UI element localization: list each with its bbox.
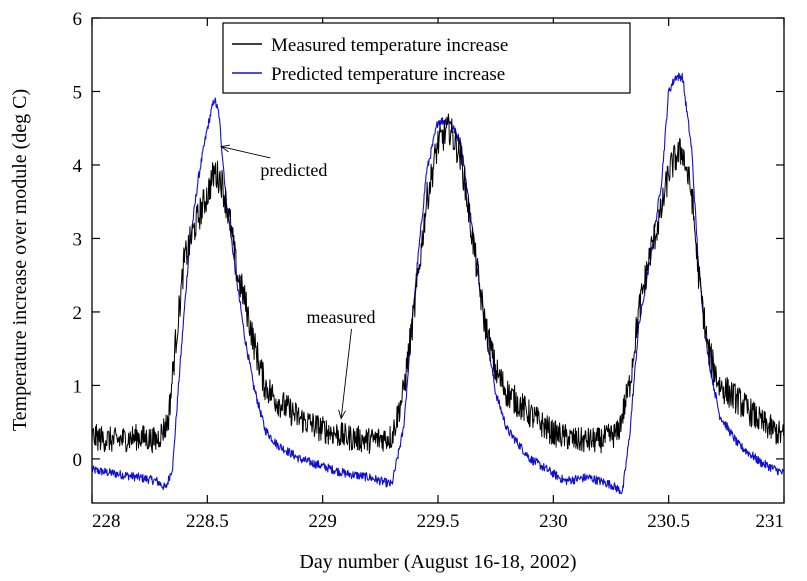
x-tick-label: 231 (756, 511, 785, 532)
annotation-predicted: predicted (260, 160, 327, 180)
annotation-arrow-predicted (221, 146, 271, 159)
legend-label-measured: Measured temperature increase (271, 35, 508, 56)
annotation-arrowhead-predicted (220, 144, 231, 153)
y-tick-label: 3 (73, 229, 83, 250)
y-tick-label: 1 (73, 376, 83, 397)
annotations: predicted measured (220, 144, 376, 420)
legend-box (222, 22, 631, 94)
y-tick-label: 5 (73, 82, 83, 103)
annotation-arrow-measured (340, 328, 352, 419)
y-tick-label: 2 (73, 303, 83, 324)
x-axis-label: Day number (August 16-18, 2002) (299, 551, 576, 573)
series-line-predicted (91, 72, 785, 495)
annotation-arrowhead-measured (338, 409, 346, 420)
y-tick-label: 0 (73, 450, 83, 471)
series-line-measured (91, 113, 785, 454)
x-tick-label: 230.5 (647, 511, 690, 532)
ticks-layer: 228 228.5 229 229.5 230 230.5 231 0 1 2 3 4 5 6 (73, 9, 785, 532)
series-layer (91, 72, 785, 495)
y-tick-label: 4 (73, 156, 83, 177)
y-axis-label: Temperature increase over module (deg C) (9, 89, 31, 431)
x-tick-label: 228 (92, 511, 121, 532)
x-tick-label: 228.5 (186, 511, 229, 532)
x-tick-label: 229.5 (417, 511, 460, 532)
x-tick-label: 229 (308, 511, 337, 532)
x-tick-label: 230 (539, 511, 568, 532)
y-tick-label: 6 (73, 9, 83, 30)
legend-label-predicted: Predicted temperature increase (271, 64, 505, 85)
annotation-measured: measured (307, 307, 376, 327)
legend: Measured temperature increase Predicted … (222, 22, 631, 94)
